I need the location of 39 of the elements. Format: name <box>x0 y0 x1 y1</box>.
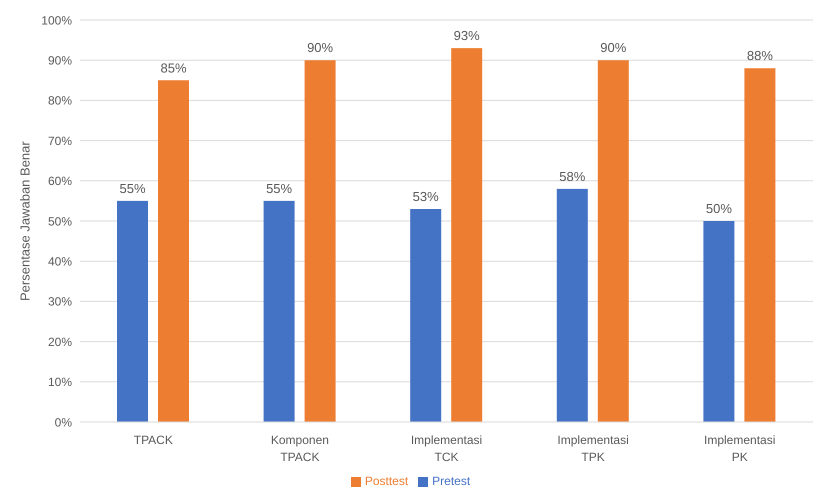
y-tick-label: 60% <box>48 174 72 188</box>
x-tick-label: Implementasi TCK <box>410 433 482 464</box>
y-tick-label: 40% <box>48 254 72 268</box>
data-label: 90% <box>307 40 334 56</box>
legend-label: Posttest <box>364 474 408 488</box>
y-tick-label: 100% <box>41 13 72 28</box>
y-tick-label: 50% <box>48 214 72 228</box>
bar <box>117 200 148 422</box>
data-label: 88% <box>746 48 774 64</box>
data-label: 55% <box>266 180 293 196</box>
bar <box>556 188 588 422</box>
data-label: 90% <box>600 40 627 56</box>
x-tick-label: TPACK <box>134 433 173 447</box>
x-tick-label: Komponen TPACK <box>270 433 329 464</box>
bar <box>158 80 189 422</box>
y-tick-label: 90% <box>48 53 72 68</box>
y-tick-label: 0% <box>54 415 72 430</box>
data-label: 55% <box>119 180 146 196</box>
y-tick-label: 30% <box>48 294 72 309</box>
y-tick-label: 70% <box>48 134 72 148</box>
y-axis-title: Persentase Jawaban Benar <box>18 140 33 301</box>
data-label: 58% <box>559 168 586 184</box>
legend-label: Pretest <box>432 474 470 488</box>
bar <box>744 68 776 422</box>
bar <box>264 200 295 422</box>
bar <box>451 48 482 422</box>
bar <box>304 60 336 422</box>
x-tick-label: Implementasi PK <box>704 433 776 464</box>
data-label: 53% <box>412 188 440 204</box>
data-label: 50% <box>706 201 732 216</box>
bar <box>410 208 442 422</box>
bar <box>598 60 629 422</box>
x-tick-label: Implementasi TPK <box>557 433 629 464</box>
y-tick-label: 20% <box>48 334 72 349</box>
bar <box>703 221 734 422</box>
data-label: 93% <box>454 28 480 44</box>
data-label: 85% <box>160 60 187 76</box>
y-tick-label: 80% <box>48 94 72 108</box>
y-tick-label: 10% <box>48 375 72 390</box>
